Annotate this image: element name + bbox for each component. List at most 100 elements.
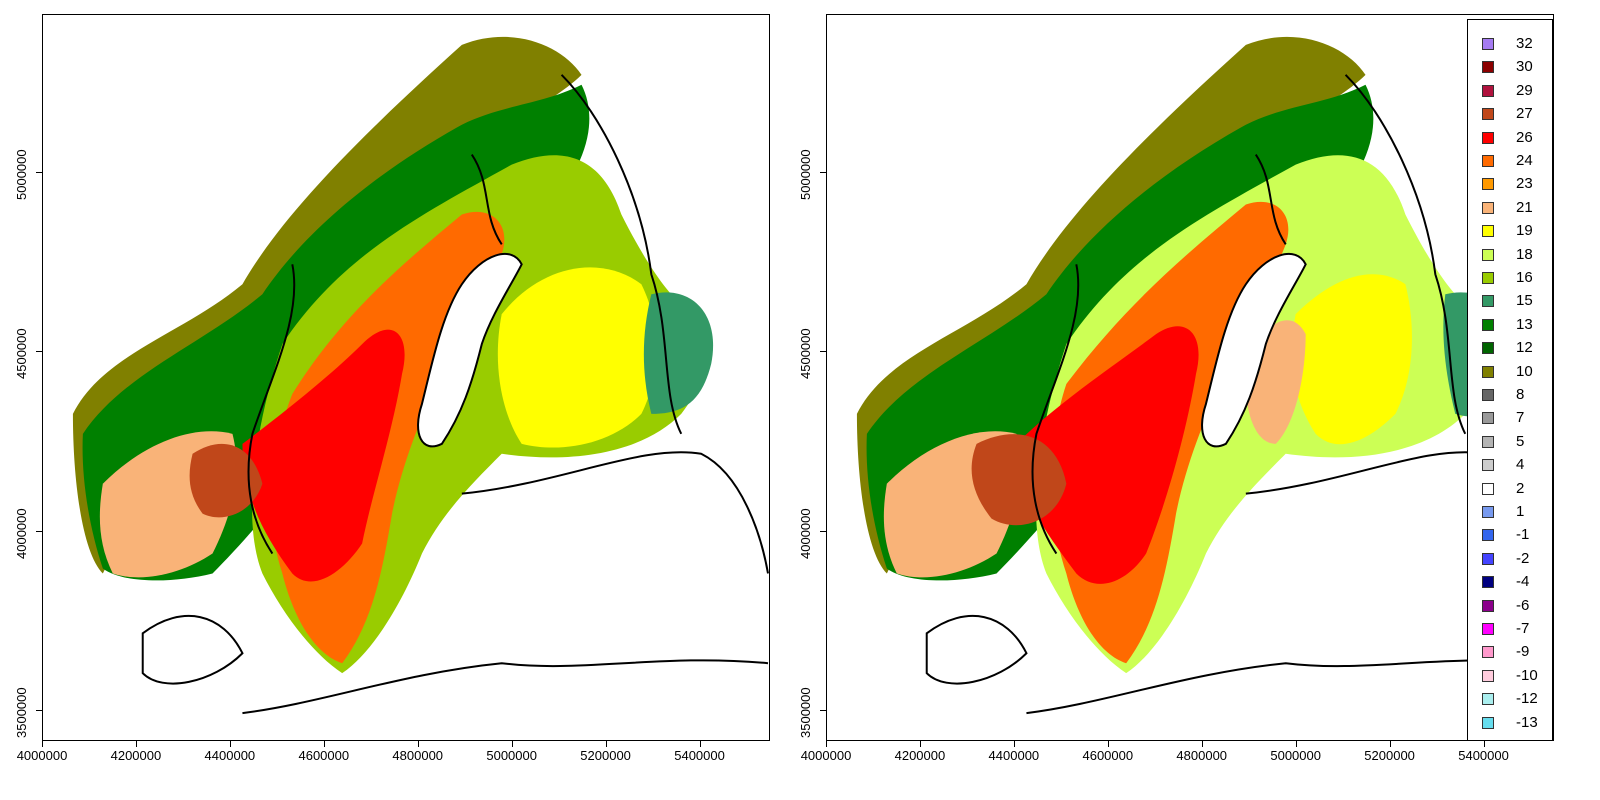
x-tick-label: 4600000 — [1082, 748, 1134, 763]
legend-swatch — [1482, 669, 1494, 682]
legend-label: 29 — [1516, 81, 1533, 99]
legend-item: -10 — [1482, 668, 1538, 683]
continental-coast — [242, 659, 769, 715]
y-tick-mark — [36, 710, 42, 712]
x-tick-label: 4800000 — [392, 748, 444, 763]
x-tick-label: 4200000 — [894, 748, 946, 763]
y-tick-label: 3500000 — [14, 687, 29, 739]
legend-item: 30 — [1482, 58, 1533, 76]
legend-item: 23 — [1482, 175, 1533, 193]
x-tick-mark — [605, 741, 607, 747]
x-tick-mark — [1389, 741, 1391, 747]
legend-label: 8 — [1516, 386, 1525, 403]
region-finland-yellow — [1291, 274, 1412, 445]
x-tick-mark — [826, 741, 827, 747]
y-tick-label: 4500000 — [14, 328, 29, 380]
x-tick-mark — [919, 741, 921, 747]
legend-swatch — [1482, 342, 1494, 355]
legend-item: -2 — [1482, 549, 1530, 567]
legend-label: 1 — [1516, 503, 1525, 520]
legend-swatch — [1482, 435, 1494, 448]
x-tick-mark — [135, 741, 137, 747]
legend-label: 18 — [1516, 245, 1533, 263]
y-tick-mark — [36, 171, 42, 173]
denmark-coast — [141, 614, 244, 685]
legend-swatch — [1482, 646, 1494, 659]
legend-swatch — [1482, 295, 1494, 308]
x-tick-mark — [1295, 741, 1297, 747]
legend-item: 7 — [1482, 410, 1524, 425]
legend-swatch — [1482, 225, 1494, 238]
x-tick-label: 5400000 — [674, 748, 725, 763]
country-borders — [925, 74, 1553, 715]
x-tick-mark — [229, 741, 231, 747]
legend-swatch — [1482, 459, 1494, 472]
x-tick-label: 4600000 — [298, 748, 350, 763]
x-tick-mark — [1013, 741, 1015, 747]
map-left — [72, 36, 769, 715]
x-tick-label: 4000000 — [800, 748, 852, 763]
legend-item: -13 — [1482, 715, 1538, 730]
legend-label: 13 — [1516, 315, 1533, 333]
legend-item: -6 — [1482, 598, 1529, 613]
legend-swatch — [1482, 693, 1494, 706]
x-tick-mark — [1483, 741, 1485, 747]
legend-label: -4 — [1516, 573, 1530, 591]
y-tick-mark — [820, 530, 826, 532]
legend-label: 16 — [1516, 269, 1533, 286]
y-tick-mark — [36, 530, 42, 532]
legend-label: -2 — [1516, 549, 1530, 567]
legend-item: 5 — [1482, 432, 1525, 450]
x-tick-mark — [1201, 741, 1203, 747]
x-tick-mark — [417, 741, 419, 747]
legend-item: 13 — [1482, 315, 1533, 333]
legend-swatch — [1482, 61, 1494, 74]
legend-item: 16 — [1482, 269, 1533, 286]
region-highland-brown — [971, 434, 1067, 526]
legend-item: 18 — [1482, 245, 1533, 263]
border-sweden-finland — [470, 154, 503, 245]
legend-item: -1 — [1482, 527, 1529, 542]
x-tick-label: 4400000 — [988, 748, 1040, 763]
x-tick-mark — [42, 741, 43, 747]
legend-label: 4 — [1516, 456, 1525, 474]
y-tick-mark — [820, 351, 826, 353]
legend-label: 27 — [1516, 105, 1533, 123]
legend-item: 10 — [1482, 364, 1533, 379]
border-finland-russia — [560, 74, 683, 435]
legend-label: 23 — [1516, 175, 1533, 193]
legend-item: 24 — [1482, 152, 1533, 169]
legend-label: 5 — [1516, 432, 1525, 450]
legend-item: 12 — [1482, 339, 1533, 357]
legend-item: 2 — [1482, 481, 1524, 496]
baltic-coast — [461, 451, 769, 574]
x-tick-mark — [1107, 741, 1109, 747]
legend-item: -9 — [1482, 643, 1530, 661]
border-norway-sweden — [1031, 264, 1080, 555]
legend-swatch — [1482, 576, 1494, 589]
legend-swatch — [1482, 131, 1494, 144]
legend-swatch — [1482, 552, 1494, 565]
legend-item: -4 — [1482, 573, 1530, 591]
legend-label: 24 — [1516, 152, 1533, 169]
legend: 32 30 29 27 26 24 23 21 19 18 16 15 13 12 10 8 7 5 4 2 1 -1 -2… — [1467, 19, 1553, 741]
legend-label: -9 — [1516, 643, 1530, 661]
x-tick-label: 5200000 — [580, 748, 631, 763]
legend-label: 30 — [1516, 58, 1533, 76]
y-tick-label: 4500000 — [798, 328, 813, 380]
y-tick-label: 4000000 — [14, 508, 29, 559]
continental-coast — [1026, 659, 1553, 715]
legend-label: 12 — [1516, 339, 1533, 357]
legend-swatch — [1482, 365, 1494, 378]
legend-item: 32 — [1482, 36, 1533, 51]
region-sweden-red — [1016, 326, 1199, 584]
legend-swatch — [1482, 506, 1494, 518]
denmark-coast — [925, 614, 1028, 685]
gulf-of-bothnia-water — [1201, 253, 1307, 448]
legend-swatch — [1482, 623, 1494, 635]
legend-item: 27 — [1482, 105, 1533, 123]
legend-item: 15 — [1482, 293, 1533, 308]
x-tick-label: 5400000 — [1458, 748, 1509, 763]
legend-item: -12 — [1482, 690, 1538, 708]
legend-label: -12 — [1516, 690, 1538, 708]
